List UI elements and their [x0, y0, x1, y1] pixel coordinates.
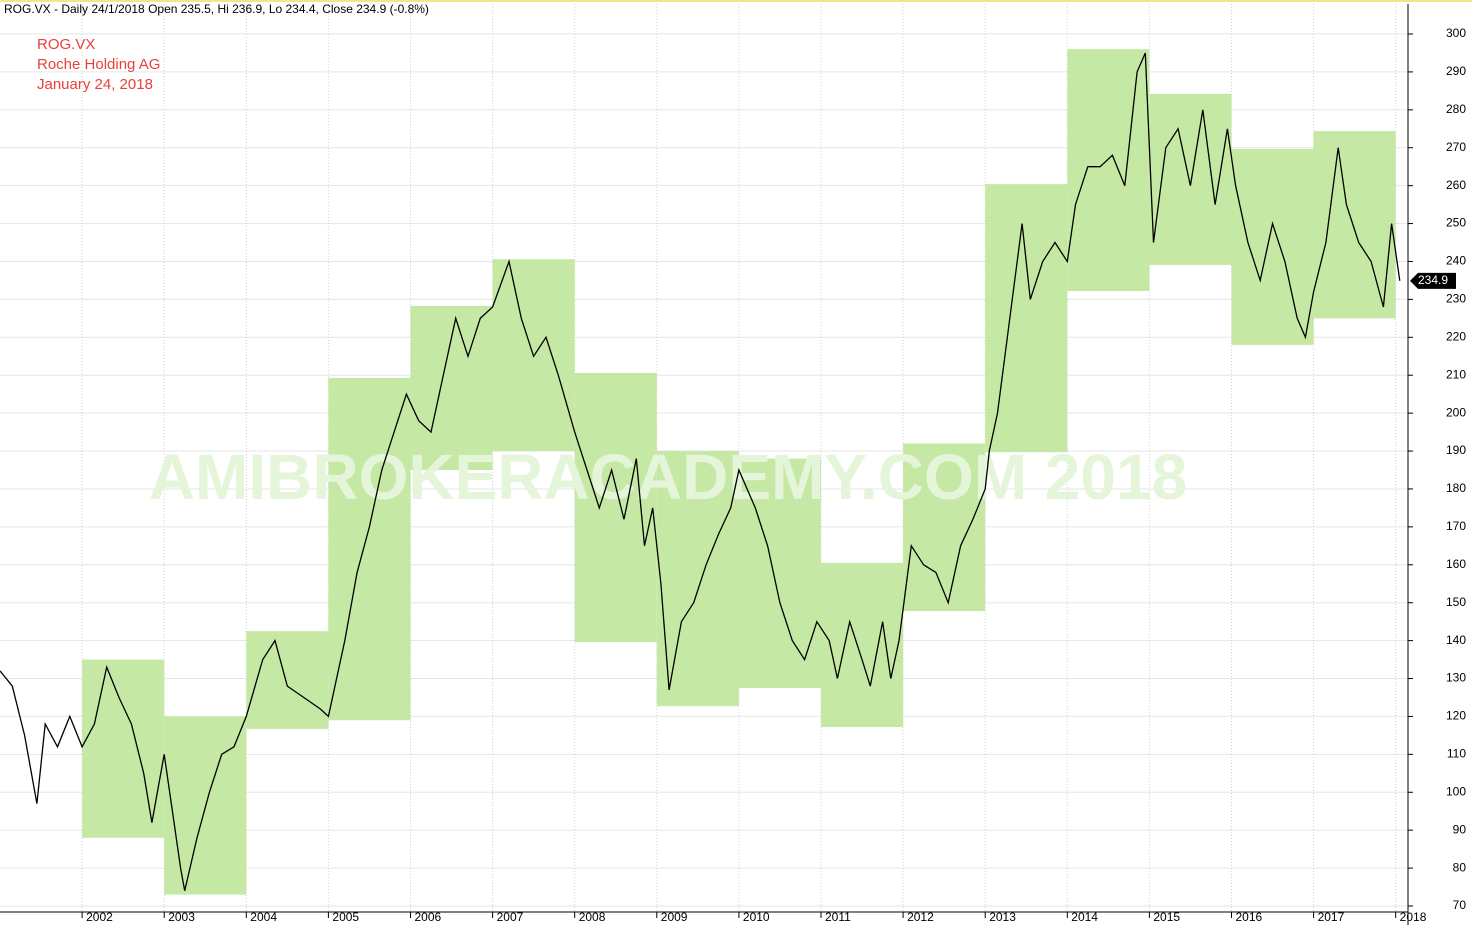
x-tick-label: 2009	[661, 910, 688, 924]
y-tick-label: 230	[1446, 292, 1466, 306]
annotation: Roche Holding AG	[37, 56, 160, 73]
last-price-tag	[1410, 272, 1456, 289]
annotations: ROG.VX Roche Holding AG January 24, 2018	[37, 36, 160, 93]
y-tick-label: 170	[1446, 519, 1466, 533]
yearly-range	[1067, 49, 1150, 292]
y-tick-label: 250	[1446, 216, 1466, 230]
yearly-range	[903, 443, 986, 612]
x-tick-label: 2003	[168, 910, 195, 924]
x-tick-label: 2006	[414, 910, 441, 924]
x-tick-label: 2017	[1318, 910, 1345, 924]
x-tick-label: 2002	[86, 910, 113, 924]
x-tick-label: 2008	[579, 910, 606, 924]
y-tick-label: 270	[1446, 140, 1466, 154]
yearly-range	[820, 562, 904, 728]
y-tick-label: 280	[1446, 102, 1466, 116]
yearly-range	[328, 377, 411, 721]
y-tick-label: 90	[1453, 822, 1467, 836]
y-tick-label: 180	[1446, 481, 1466, 495]
y-tick-label: 290	[1446, 64, 1466, 78]
y-tick-label: 110	[1447, 747, 1466, 761]
line-layer	[0, 52, 1401, 891]
y-tick-label: 260	[1446, 178, 1466, 192]
watermark: AMIBROKERACADEMY.COM 2018	[149, 441, 1187, 513]
x-tick-label: 2014	[1071, 910, 1098, 924]
y-tick-label: 220	[1446, 329, 1466, 343]
y-tick-label: 190	[1446, 443, 1466, 457]
x-tick-label: 2015	[1153, 910, 1180, 924]
y-tick-label: 210	[1446, 367, 1466, 381]
y-tick-label: 70	[1453, 898, 1467, 912]
y-tick-label: 100	[1446, 784, 1466, 798]
annotation: ROG.VX	[37, 36, 95, 53]
header: ROG.VX - Daily 24/1/2018 Open 235.5, Hi …	[4, 2, 429, 16]
x-tick-label: 2018	[1400, 910, 1427, 924]
yearly-range	[1313, 131, 1396, 319]
y-tick-label: 160	[1446, 557, 1466, 571]
yearly-range	[410, 305, 493, 470]
x-tick-label: 2011	[825, 910, 851, 924]
last-price-label: 234.9	[1418, 273, 1448, 287]
x-tick-label: 2010	[743, 910, 770, 924]
y-tick-label: 130	[1446, 671, 1466, 685]
y-tick-label: 240	[1446, 254, 1466, 268]
range-layer	[82, 49, 1396, 895]
y-tick-label: 80	[1453, 860, 1467, 874]
x-tick-label: 2004	[250, 910, 277, 924]
yearly-range	[246, 631, 329, 729]
x-tick-label: 2013	[989, 910, 1016, 924]
y-tick-label: 120	[1446, 709, 1466, 723]
y-tick-label: 200	[1446, 405, 1466, 419]
y-tick-label: 150	[1446, 595, 1466, 609]
yearly-range	[574, 372, 657, 643]
yearly-range	[82, 659, 165, 838]
price-line	[0, 52, 1401, 891]
yearly-range	[1149, 93, 1232, 265]
yearly-range	[1231, 148, 1314, 345]
annotation: January 24, 2018	[37, 76, 153, 93]
axis-layer: 7080901001101201301401501601701801902002…	[81, 26, 1467, 924]
x-tick-label: 2005	[332, 910, 359, 924]
x-tick-label: 2007	[497, 910, 524, 924]
y-tick-label: 140	[1446, 633, 1466, 647]
x-tick-label: 2012	[907, 910, 934, 924]
x-tick-label: 2016	[1235, 910, 1262, 924]
yearly-range	[656, 451, 739, 707]
y-tick-label: 300	[1446, 26, 1466, 40]
